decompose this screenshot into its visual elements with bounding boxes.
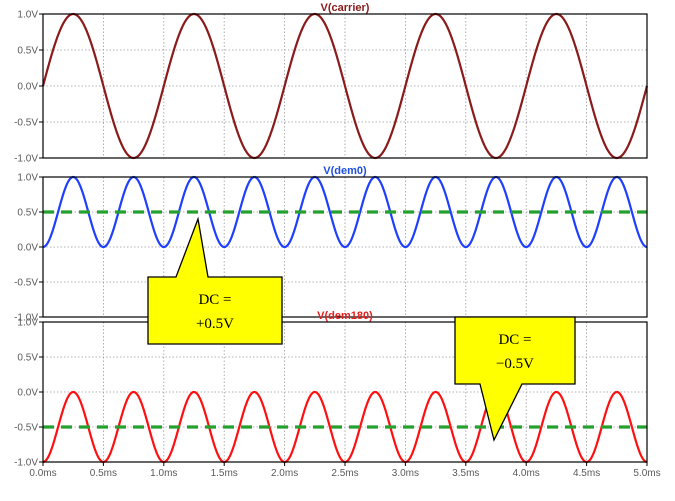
y-tick-label: 1.0V <box>17 318 38 329</box>
y-tick-label: 0.5V <box>17 208 38 219</box>
y-tick-label: -0.5V <box>14 278 38 289</box>
x-tick-label: 3.0ms <box>392 468 419 479</box>
y-tick-label: 1.0V <box>17 10 38 21</box>
panel-2: 1.0V 0.5V 0.0V -0.5V -1.0V V(dem0) <box>14 165 648 324</box>
callout-dc-positive: DC = +0.5V <box>147 216 283 345</box>
x-tick-label: 2.5ms <box>331 468 358 479</box>
panel-title: V(dem180) <box>317 310 373 322</box>
chart-panels: 1.0V 0.5V 0.0V -0.5V -1.0V V(carrier) 1.0V 0.5V… <box>14 2 661 479</box>
callout-dc-negative-line2: −0.5V <box>496 356 534 372</box>
callout-dc-negative: DC = −0.5V <box>454 316 576 442</box>
y-tick-label: 1.0V <box>17 173 38 184</box>
y-tick-label: -1.0V <box>14 458 38 469</box>
x-tick-label: 1.5ms <box>211 468 238 479</box>
callout-layer: DC = +0.5V DC = −0.5V <box>147 216 576 442</box>
y-tick-label: -0.5V <box>14 118 38 129</box>
callout-dc-positive-line2: +0.5V <box>196 316 234 332</box>
x-tick-label: 0.0ms <box>29 468 56 479</box>
callout-dc-positive-box <box>147 216 283 345</box>
y-tick-label: 0.0V <box>17 243 38 254</box>
y-tick-label: -1.0V <box>14 313 38 324</box>
x-tick-label: 5.0ms <box>633 468 660 479</box>
y-tick-label: 0.0V <box>17 388 38 399</box>
y-tick-label: 0.5V <box>17 353 38 364</box>
callout-dc-negative-line1: DC = <box>498 332 531 348</box>
series-line-v-dem0- <box>42 175 648 249</box>
x-tick-label: 4.5ms <box>573 468 600 479</box>
series-line-v-carrier- <box>41 12 649 160</box>
callout-dc-positive-line1: DC = <box>198 292 231 308</box>
panel-title: V(dem0) <box>323 165 367 177</box>
x-tick-label: 4.0ms <box>513 468 540 479</box>
panel-1: 1.0V 0.5V 0.0V -0.5V -1.0V V(carrier) <box>14 2 649 165</box>
y-tick-label: -0.5V <box>14 423 38 434</box>
y-tick-label: 0.0V <box>17 82 38 93</box>
y-tick-label: 0.5V <box>17 46 38 57</box>
panel-title: V(carrier) <box>321 2 370 14</box>
x-tick-label: 2.0ms <box>271 468 298 479</box>
x-tick-label: 0.5ms <box>90 468 117 479</box>
x-tick-label: 1.0ms <box>150 468 177 479</box>
x-tick-label: 3.5ms <box>452 468 479 479</box>
y-tick-label: -1.0V <box>14 154 38 165</box>
callout-dc-negative-box <box>454 316 576 442</box>
